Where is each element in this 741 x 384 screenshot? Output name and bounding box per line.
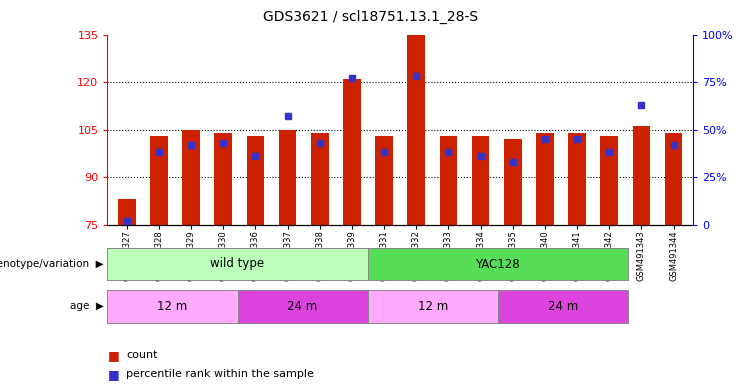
Text: 12 m: 12 m — [157, 300, 187, 313]
Text: ■: ■ — [107, 368, 119, 381]
Text: YAC128: YAC128 — [476, 258, 520, 270]
Bar — [504, 139, 522, 225]
Bar — [472, 136, 489, 225]
Bar — [568, 133, 586, 225]
Text: age  ▶: age ▶ — [70, 301, 104, 311]
Text: GDS3621 / scl18751.13.1_28-S: GDS3621 / scl18751.13.1_28-S — [263, 10, 478, 24]
Text: percentile rank within the sample: percentile rank within the sample — [126, 369, 314, 379]
Bar — [214, 133, 232, 225]
Bar — [439, 136, 457, 225]
Bar — [633, 126, 650, 225]
Text: count: count — [126, 350, 158, 360]
Text: 24 m: 24 m — [548, 300, 578, 313]
Bar — [343, 79, 361, 225]
Text: wild type: wild type — [210, 258, 265, 270]
Bar — [408, 35, 425, 225]
Bar — [536, 133, 554, 225]
Text: 24 m: 24 m — [288, 300, 318, 313]
Bar — [600, 136, 618, 225]
Bar — [665, 133, 682, 225]
Text: genotype/variation  ▶: genotype/variation ▶ — [0, 259, 104, 269]
Bar — [247, 136, 265, 225]
Bar — [150, 136, 167, 225]
Bar — [182, 130, 200, 225]
Text: 12 m: 12 m — [417, 300, 448, 313]
Bar — [118, 199, 136, 225]
Bar — [311, 133, 328, 225]
Bar — [375, 136, 393, 225]
Bar — [279, 130, 296, 225]
Text: ■: ■ — [107, 349, 119, 362]
